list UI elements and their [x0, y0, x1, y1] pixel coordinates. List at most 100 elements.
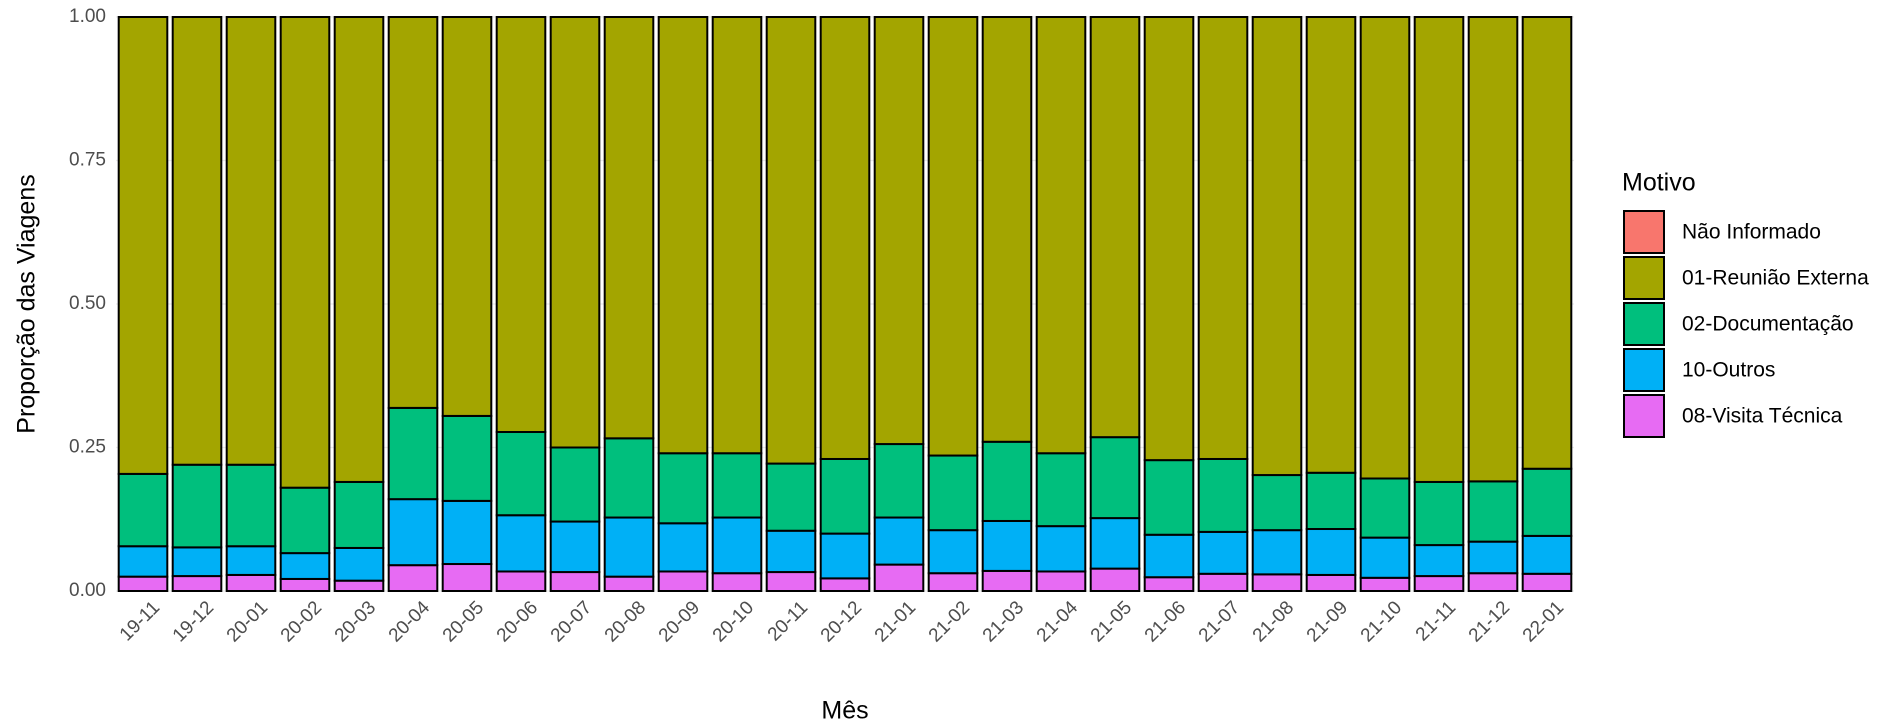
- bar-segment: [711, 572, 763, 592]
- bar-segment: [1197, 572, 1249, 593]
- x-tick-label: 21-12: [1465, 597, 1514, 646]
- x-tick-label: 20-06: [493, 597, 542, 646]
- x-tick-label: 21-03: [979, 597, 1028, 646]
- y-tick-label: 1.00: [69, 6, 106, 27]
- x-tick-label: 20-01: [223, 597, 272, 646]
- x-tick-label: 21-06: [1141, 597, 1190, 646]
- legend-key: [1623, 210, 1665, 254]
- bar-segment: [441, 414, 493, 502]
- x-tick-label: 21-07: [1195, 597, 1244, 646]
- bar-segment: [549, 520, 601, 574]
- bar-segment: [1089, 517, 1141, 570]
- x-tick-label: 20-08: [601, 597, 650, 646]
- bar-segment: [1197, 16, 1249, 460]
- bar-segment: [657, 452, 709, 525]
- bar-segment: [225, 16, 277, 466]
- bar-segment: [171, 16, 223, 466]
- bar-segment: [1143, 533, 1195, 579]
- bar-segment: [1467, 540, 1519, 575]
- bar-segment: [1359, 536, 1411, 579]
- legend-title: Motivo: [1622, 169, 1696, 197]
- bar-segment: [1143, 576, 1195, 592]
- bar-segment: [1467, 572, 1519, 592]
- x-tick-label: 21-04: [1033, 597, 1083, 647]
- x-tick-label: 20-09: [655, 597, 704, 646]
- x-tick-label: 21-02: [925, 597, 974, 646]
- bar-segment: [1521, 534, 1573, 575]
- bar-segment: [927, 16, 979, 457]
- legend-key: [1623, 394, 1665, 438]
- bar-segment: [927, 454, 979, 532]
- bar-segment: [603, 516, 655, 578]
- bar-segment: [495, 16, 547, 434]
- bar-segment: [1035, 525, 1087, 573]
- legend-label: Não Informado: [1682, 221, 1821, 244]
- x-tick-label: 19-12: [169, 597, 218, 646]
- bar-segment: [225, 573, 277, 592]
- bar-segment: [549, 571, 601, 592]
- bar-segment: [1413, 480, 1465, 547]
- bar-segment: [1359, 576, 1411, 592]
- y-axis-title: Proporção das Viagens: [13, 174, 41, 433]
- bar-segment: [495, 431, 547, 517]
- bar-segment: [819, 532, 871, 580]
- bar-segment: [819, 457, 871, 535]
- x-tick-label: 20-02: [277, 597, 326, 646]
- bar-segment: [819, 577, 871, 593]
- bar-segment: [1467, 480, 1519, 543]
- bar-segment: [1089, 567, 1141, 593]
- bar-segment: [1359, 477, 1411, 539]
- bar-segment: [333, 480, 385, 549]
- bar-segment: [927, 572, 979, 592]
- bar-segment: [171, 546, 223, 578]
- x-tick-label: 21-08: [1249, 597, 1298, 646]
- bar-segment: [1035, 452, 1087, 528]
- bar-segment: [441, 16, 493, 417]
- x-tick-label: 21-01: [871, 597, 920, 646]
- bar-segment: [549, 16, 601, 449]
- bar-segment: [1467, 16, 1519, 483]
- y-tick-label: 0.25: [69, 437, 106, 458]
- x-tick-label: 20-03: [331, 597, 380, 646]
- bar-segment: [495, 514, 547, 573]
- bar-segment: [1413, 16, 1465, 483]
- bar-segment: [765, 16, 817, 465]
- bar-segment: [603, 437, 655, 519]
- x-tick-label: 20-12: [817, 597, 866, 646]
- bar-segment: [225, 463, 277, 548]
- bar-segment: [1089, 16, 1141, 439]
- bar-segment: [1521, 467, 1573, 537]
- bar-segment: [1359, 16, 1411, 480]
- bar-segment: [1143, 459, 1195, 536]
- bar-segment: [765, 529, 817, 574]
- bar-segment: [711, 516, 763, 575]
- legend-key: [1623, 348, 1665, 392]
- bar-segment: [1413, 544, 1465, 578]
- bar-segment: [981, 16, 1033, 443]
- x-tick-label: 21-10: [1357, 597, 1406, 646]
- bar-segment: [333, 546, 385, 582]
- bar-segment: [387, 16, 439, 409]
- x-tick-label: 21-11: [1412, 597, 1460, 645]
- bar-segment: [873, 516, 925, 566]
- bar-segment: [1305, 471, 1357, 531]
- bar-segment: [387, 498, 439, 567]
- bar-segment: [981, 519, 1033, 572]
- x-axis-title: Mês: [821, 697, 868, 725]
- bar-segment: [765, 462, 817, 532]
- bar-segment: [1251, 529, 1303, 576]
- bar-segment: [873, 563, 925, 593]
- bar-segment: [873, 16, 925, 446]
- bar-segment: [1251, 16, 1303, 477]
- x-tick-label: 21-09: [1303, 597, 1352, 646]
- bar-segment: [1035, 16, 1087, 455]
- x-tick-label: 20-05: [439, 597, 488, 646]
- bar-segment: [1197, 530, 1249, 575]
- bar-segment: [117, 472, 169, 548]
- bar-segment: [927, 529, 979, 575]
- bar-segment: [603, 575, 655, 593]
- legend-label: 02-Documentação: [1682, 313, 1854, 336]
- x-tick-label: 20-10: [709, 597, 758, 646]
- bar-segment: [279, 16, 331, 489]
